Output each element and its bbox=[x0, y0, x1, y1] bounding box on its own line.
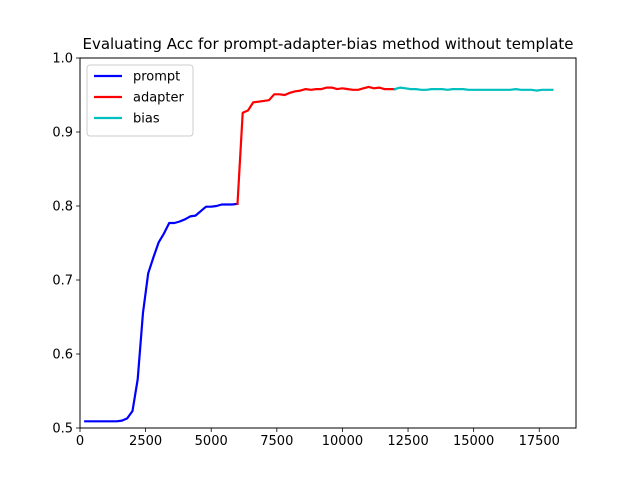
series-line-bias bbox=[393, 86, 554, 92]
y-axis: 0.5 0.6 0.7 0.8 0.9 1.0 bbox=[52, 52, 80, 437]
legend-label-bias: bias bbox=[133, 112, 160, 127]
x-tick-label: 15000 bbox=[453, 434, 494, 449]
plot-frame bbox=[79, 57, 577, 429]
x-tick-label: 0 bbox=[76, 434, 84, 449]
x-tick-label: 5000 bbox=[195, 434, 228, 449]
series-line-adapter bbox=[236, 85, 396, 205]
y-tick-label: 0.5 bbox=[52, 422, 73, 437]
x-tick-label: 12500 bbox=[387, 434, 428, 449]
legend: prompt adapter bias bbox=[86, 64, 194, 137]
legend-label-adapter: adapter bbox=[133, 91, 185, 106]
x-tick-label: 10000 bbox=[322, 434, 363, 449]
series-line-prompt bbox=[84, 202, 239, 423]
y-tick-label: 1.0 bbox=[52, 52, 73, 67]
y-tick-label: 0.7 bbox=[52, 274, 73, 289]
x-tick-label: 2500 bbox=[129, 434, 162, 449]
chart-title: Evaluating Acc for prompt-adapter-bias m… bbox=[82, 35, 573, 53]
y-tick-label: 0.8 bbox=[52, 200, 73, 215]
x-tick-label: 17500 bbox=[519, 434, 560, 449]
y-tick-label: 0.9 bbox=[52, 126, 73, 141]
x-tick-label: 7500 bbox=[260, 434, 293, 449]
legend-label-prompt: prompt bbox=[133, 70, 180, 85]
y-tick-label: 0.6 bbox=[52, 348, 73, 363]
plot-lines bbox=[84, 85, 554, 423]
x-axis: 0 2500 5000 7500 10000 12500 15000 17500 bbox=[76, 428, 560, 449]
